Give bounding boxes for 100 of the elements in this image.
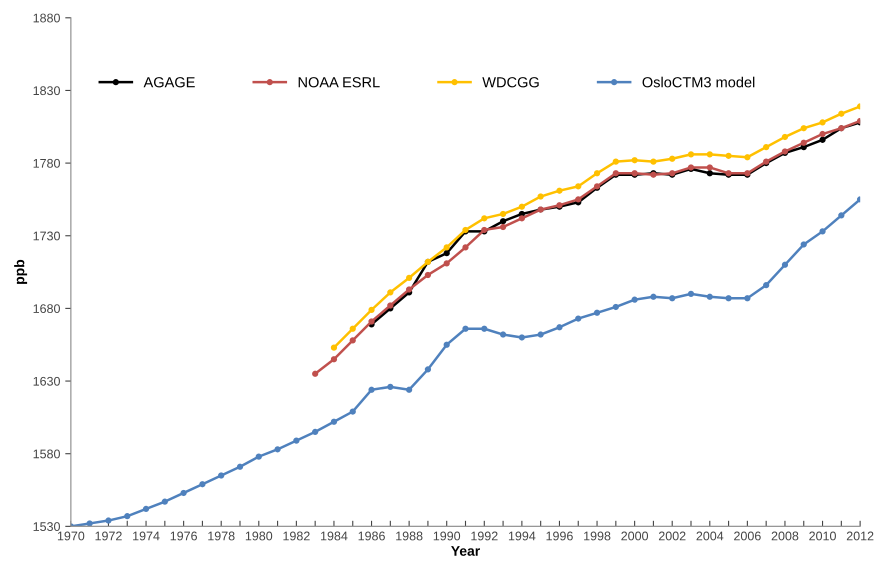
point [819,119,826,126]
point [236,464,244,470]
point [330,418,338,425]
x-tick-label: 1992 [471,532,498,540]
point [293,438,300,444]
x-tick-label: 1996 [546,532,573,540]
x-tick-label: 1998 [584,532,610,540]
x-tick-label: 2008 [772,532,798,540]
y-axis-title: ppb [14,260,28,284]
point [387,289,394,296]
point [706,294,713,300]
point [387,302,394,309]
point [518,334,525,341]
x-tick-label: 1970 [58,532,84,540]
point [594,170,600,176]
point [669,295,676,302]
legend-label: AGAGE [144,77,195,88]
x-tick-label: 1980 [246,532,272,540]
point [462,244,469,250]
x-tick-label: 1990 [434,532,460,540]
point [500,218,506,224]
point [518,215,525,222]
point [330,344,338,351]
legend-label: OsloCTM3 model [642,76,754,88]
y-tick-label: 1580 [34,450,60,458]
point [744,154,750,160]
point [800,140,807,146]
point [838,110,844,117]
point [368,386,375,393]
point [481,326,488,332]
x-tick-label: 1986 [358,532,385,540]
point [782,134,788,140]
point [350,408,356,415]
point [350,337,356,344]
point [406,274,412,282]
point [819,228,826,235]
legend-label: WDCGG [482,77,539,88]
point [575,196,582,203]
point [612,158,619,165]
x-axis-title: Year [451,546,480,556]
point [556,188,563,194]
point [162,498,168,505]
point [406,386,412,393]
y-tick-label: 1530 [34,522,60,532]
point [444,244,450,250]
point [500,210,506,218]
y-tick-label: 1830 [34,86,60,96]
point [105,517,112,524]
x-tick-label: 1976 [170,532,197,540]
point [594,310,600,316]
point [199,481,206,488]
point [218,472,224,479]
x-tick-label: 1978 [208,532,235,540]
x-tick-label: 2004 [696,532,724,540]
point [800,125,807,132]
point [575,315,582,322]
point [669,156,676,162]
point [387,384,394,390]
x-tick-label: 1974 [133,532,160,540]
point [312,370,318,377]
point [462,326,469,332]
point [800,241,807,248]
point [763,144,770,150]
point [350,326,356,332]
x-tick-label: 1988 [396,532,422,540]
point [481,215,488,222]
point [650,158,657,165]
x-tick-label: 2000 [621,532,648,540]
point [706,170,713,176]
point [706,151,713,158]
point [368,306,375,313]
point [124,513,130,520]
x-tick-label: 1984 [321,532,348,540]
point [782,262,788,268]
point [632,157,638,164]
point [688,290,694,297]
point [744,295,750,302]
point [330,356,338,362]
point [819,130,826,138]
point [612,304,619,310]
y-tick-label: 1680 [34,304,60,314]
legend-label: NOAA ESRL [298,77,380,88]
point [819,136,826,143]
x-tick-label: 2010 [809,532,836,540]
point [444,250,450,256]
y-tick-label: 1780 [34,158,60,168]
point [838,212,844,219]
point [575,183,582,190]
point [256,453,262,460]
point [274,446,281,452]
x-tick-label: 2006 [734,532,761,540]
point [632,296,638,303]
point [518,204,525,210]
point [424,272,432,278]
point [142,506,150,512]
point [706,164,713,171]
x-tick-label: 1972 [96,532,122,540]
x-tick-label: 2012 [846,532,874,540]
point [538,331,544,338]
x-tick-label: 2002 [658,532,686,540]
